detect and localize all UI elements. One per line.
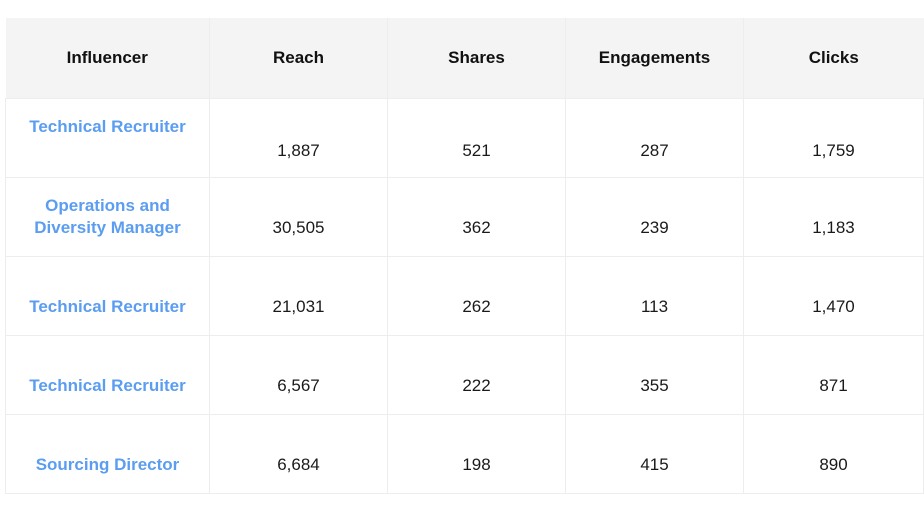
influencer-link[interactable]: Technical Recruiter xyxy=(5,334,210,415)
clicks-cell: 890 xyxy=(743,413,924,494)
influencer-stats-table: Influencer Reach Shares Engagements Clic… xyxy=(5,18,924,494)
influencer-link[interactable]: Technical Recruiter xyxy=(5,97,210,178)
clicks-cell: 1,470 xyxy=(743,255,924,336)
clicks-cell: 1,759 xyxy=(743,97,924,178)
table-body: Technical Recruiter 1,887 521 287 1,759 … xyxy=(5,97,924,494)
engagements-cell: 355 xyxy=(565,334,744,415)
table-row: Operations and Diversity Manager 30,505 … xyxy=(5,176,924,257)
reach-cell: 1,887 xyxy=(209,97,388,178)
shares-cell: 222 xyxy=(387,334,566,415)
table-row: Sourcing Director 6,684 198 415 890 xyxy=(5,413,924,494)
reach-cell: 30,505 xyxy=(209,176,388,257)
clicks-cell: 1,183 xyxy=(743,176,924,257)
clicks-cell: 871 xyxy=(743,334,924,415)
header-clicks: Clicks xyxy=(743,18,924,99)
header-row: Influencer Reach Shares Engagements Clic… xyxy=(5,18,924,99)
header-engagements: Engagements xyxy=(565,18,744,99)
engagements-cell: 113 xyxy=(565,255,744,336)
table-row: Technical Recruiter 21,031 262 113 1,470 xyxy=(5,255,924,336)
reach-cell: 6,567 xyxy=(209,334,388,415)
engagements-cell: 287 xyxy=(565,97,744,178)
header-shares: Shares xyxy=(387,18,566,99)
engagements-cell: 239 xyxy=(565,176,744,257)
table-row: Technical Recruiter 6,567 222 355 871 xyxy=(5,334,924,415)
table-row: Technical Recruiter 1,887 521 287 1,759 xyxy=(5,97,924,178)
reach-cell: 6,684 xyxy=(209,413,388,494)
influencer-link[interactable]: Operations and Diversity Manager xyxy=(5,176,210,257)
engagements-cell: 415 xyxy=(565,413,744,494)
shares-cell: 362 xyxy=(387,176,566,257)
table-header: Influencer Reach Shares Engagements Clic… xyxy=(5,18,924,99)
reach-cell: 21,031 xyxy=(209,255,388,336)
influencer-link[interactable]: Sourcing Director xyxy=(5,413,210,494)
shares-cell: 198 xyxy=(387,413,566,494)
shares-cell: 521 xyxy=(387,97,566,178)
influencer-link[interactable]: Technical Recruiter xyxy=(5,255,210,336)
header-reach: Reach xyxy=(209,18,388,99)
shares-cell: 262 xyxy=(387,255,566,336)
header-influencer: Influencer xyxy=(5,18,210,99)
